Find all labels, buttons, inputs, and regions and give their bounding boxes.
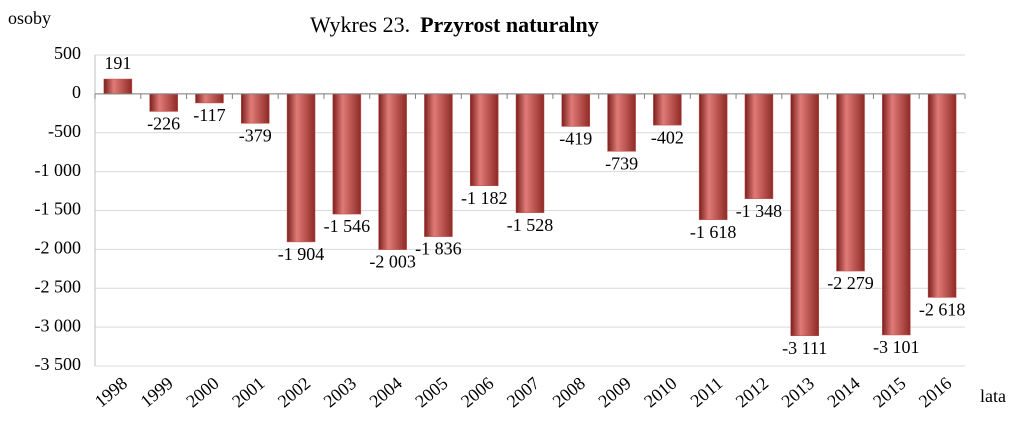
value-label: -2 618	[919, 300, 966, 320]
value-label: -117	[193, 105, 225, 125]
x-tick-label: 2005	[411, 373, 451, 411]
value-label: -2 003	[369, 252, 416, 272]
bar	[103, 78, 133, 95]
y-tick-label: -2 000	[35, 238, 82, 258]
x-tick-label: 2014	[823, 373, 863, 411]
x-tick-label: 2012	[732, 373, 772, 411]
bar	[744, 93, 774, 199]
x-tick-label: 2011	[686, 373, 726, 411]
bar	[927, 93, 957, 298]
x-tick-label: 1998	[91, 373, 131, 411]
bar	[882, 93, 911, 336]
bar	[332, 93, 362, 215]
x-axis-label: lata	[980, 386, 1006, 406]
x-tick-label: 2004	[365, 373, 405, 411]
value-label: -379	[239, 125, 272, 145]
bar	[790, 93, 819, 337]
value-label: -2 279	[827, 273, 874, 293]
x-tick-label: 1999	[136, 373, 176, 411]
value-label: -1 546	[324, 216, 371, 236]
bar	[241, 93, 270, 124]
y-tick-label: -1 500	[35, 199, 82, 219]
value-label: 191	[104, 53, 131, 73]
x-tick-label: 2006	[457, 373, 497, 411]
x-tick-label: 2007	[503, 373, 543, 411]
x-tick-label: 2010	[640, 373, 680, 411]
value-label: -1 904	[278, 244, 325, 264]
y-tick-label: -1 000	[35, 160, 82, 180]
value-label: -3 101	[873, 337, 920, 357]
bar	[149, 93, 178, 112]
x-tick-label: 2008	[549, 373, 589, 411]
bar	[515, 93, 545, 213]
value-label: -1 618	[690, 222, 737, 242]
bar	[607, 93, 636, 152]
x-tick-label: 2002	[274, 373, 314, 411]
bar	[378, 93, 407, 250]
bar	[561, 93, 591, 127]
value-label: -226	[147, 114, 180, 134]
y-tick-label: -500	[48, 121, 81, 141]
x-tick-label: 2000	[182, 373, 222, 411]
bar	[195, 93, 224, 104]
bar	[424, 93, 453, 237]
value-label: -1 836	[415, 239, 462, 259]
x-tick-label: 2013	[778, 373, 818, 411]
chart-title: Wykres 23. Przyrost naturalny	[310, 12, 599, 37]
bar	[286, 93, 316, 243]
bar	[469, 93, 499, 187]
value-label: -3 111	[782, 338, 827, 358]
value-label: -1 348	[736, 201, 783, 221]
y-tick-label: -3 500	[35, 354, 82, 374]
x-tick-label: 2016	[915, 373, 955, 411]
value-label: -739	[605, 153, 638, 173]
x-tick-label: 2003	[320, 373, 360, 411]
x-tick-label: 2001	[228, 373, 268, 411]
bar	[698, 93, 728, 220]
y-tick-label: -3 000	[35, 315, 82, 335]
y-axis-label: osoby	[8, 8, 51, 28]
bar	[836, 93, 865, 272]
value-label: -419	[559, 129, 592, 149]
title-number: Wykres 23.	[310, 12, 410, 37]
value-label: -1 528	[507, 215, 554, 235]
y-tick-label: 500	[54, 43, 81, 63]
y-tick-label: 0	[72, 82, 81, 102]
title-main: Przyrost naturalny	[420, 12, 599, 37]
x-tick-label: 2009	[594, 373, 634, 411]
bar	[653, 93, 682, 126]
x-tick-label: 2015	[869, 373, 909, 411]
value-label: -402	[651, 127, 684, 147]
value-label: -1 182	[461, 188, 508, 208]
y-tick-label: -2 500	[35, 276, 82, 296]
